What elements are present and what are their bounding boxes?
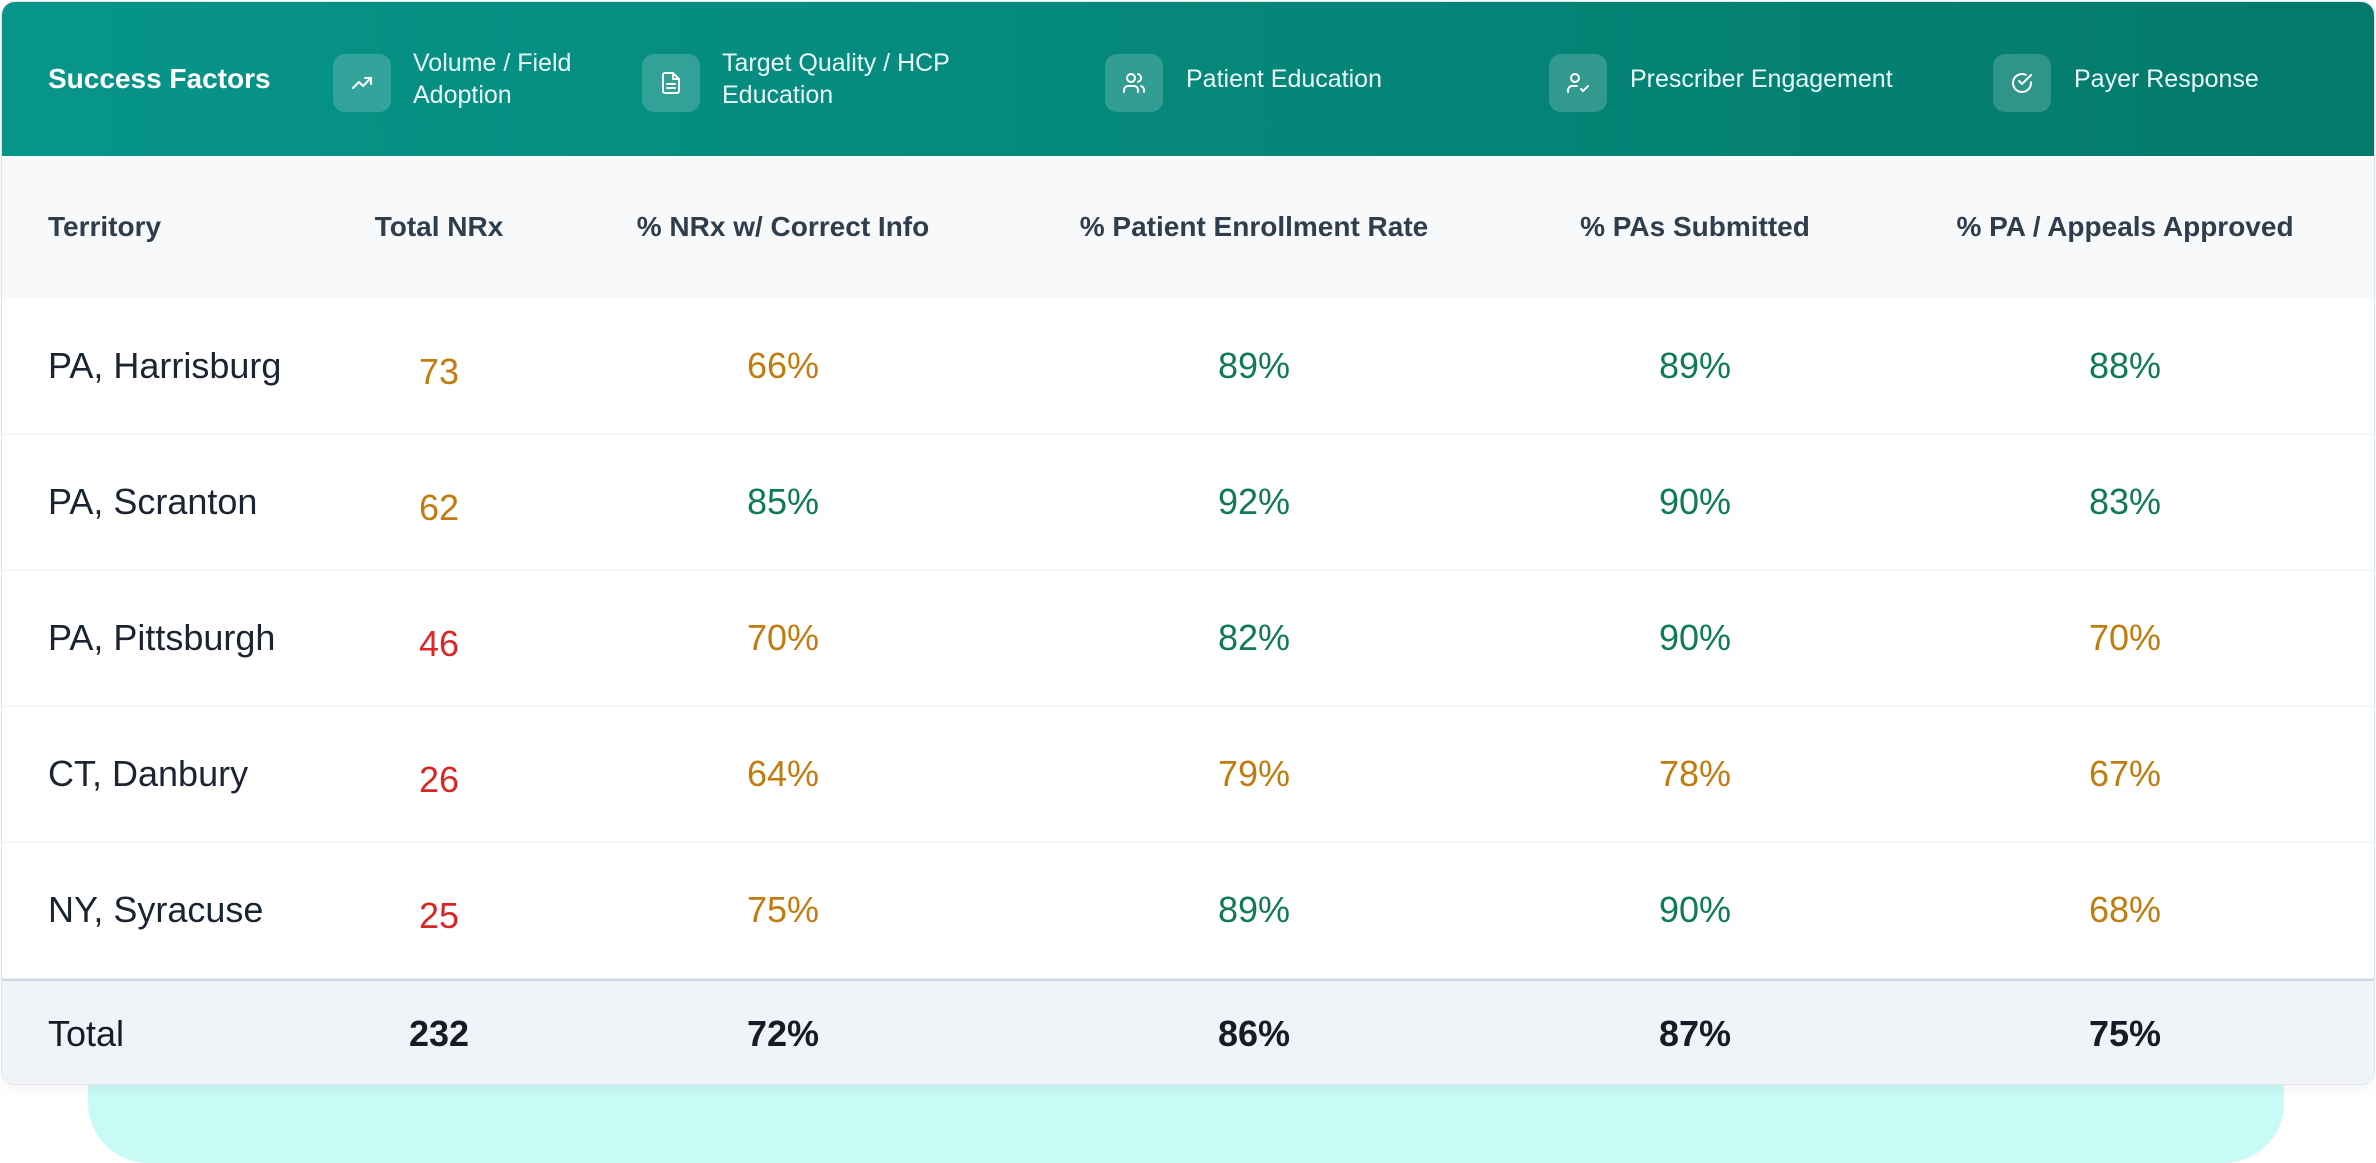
metric-cell: 70% <box>746 617 820 658</box>
metric-cell: 64% <box>746 753 820 794</box>
factor-label: Prescriber Engagement <box>1630 65 1893 93</box>
metric-cell: 79% <box>1217 753 1291 794</box>
metric-cell: 89% <box>1217 345 1291 386</box>
factor-icon <box>1993 54 2051 112</box>
territory-cell: CT, Danbury <box>48 753 249 794</box>
column-header-row <box>2 156 2374 298</box>
table-row <box>2 570 2374 707</box>
column-header: Territory <box>48 211 162 242</box>
column-header: % PA / Appeals Approved <box>1956 211 2294 242</box>
factor-icon <box>333 54 391 112</box>
factor-label: Patient Education <box>1186 65 1382 93</box>
column-header: % Patient Enrollment Rate <box>1079 211 1429 242</box>
metric-cell: 78% <box>1658 753 1732 794</box>
metric-cell: 66% <box>746 345 820 386</box>
column-header: % PAs Submitted <box>1580 211 1810 242</box>
metric-cell: 26 <box>418 759 460 800</box>
factor-icon <box>1105 54 1163 112</box>
territory-cell: PA, Scranton <box>48 481 258 522</box>
table-card: Success Factors Volume / Field Adoption T… <box>1 1 2375 1085</box>
total-cell: 232 <box>408 1012 470 1054</box>
metric-cell: 68% <box>2088 889 2162 930</box>
metric-cell: 89% <box>1658 345 1732 386</box>
metric-cell: 90% <box>1658 481 1732 522</box>
table-row <box>2 706 2374 843</box>
table-row <box>2 434 2374 571</box>
metric-cell: 89% <box>1217 889 1291 930</box>
table-row <box>2 842 2374 979</box>
factor-label: Target Quality / HCP Education <box>722 49 950 109</box>
metric-cell: 73 <box>418 351 460 392</box>
metric-cell: 88% <box>2088 345 2162 386</box>
metric-cell: 83% <box>2088 481 2162 522</box>
metric-cell: 46 <box>418 623 460 664</box>
metric-cell: 92% <box>1217 481 1291 522</box>
territory-cell: PA, Pittsburgh <box>48 617 276 658</box>
territory-cell: PA, Harrisburg <box>48 345 282 386</box>
column-header: % NRx w/ Correct Info <box>636 211 930 242</box>
total-cell: 87% <box>1658 1012 1732 1054</box>
total-row <box>2 978 2374 1084</box>
metric-cell: 90% <box>1658 617 1732 658</box>
total-cell: 75% <box>2088 1012 2162 1054</box>
factor-label: Payer Response <box>2074 65 2259 93</box>
header-band <box>2 2 2374 156</box>
factor-icon <box>1549 54 1607 112</box>
total-cell: 72% <box>746 1012 820 1054</box>
factor-label: Volume / Field Adoption <box>413 49 572 109</box>
total-cell: 86% <box>1217 1012 1291 1054</box>
metric-cell: 25 <box>418 895 460 936</box>
table-row <box>2 298 2374 435</box>
header-title: Success Factors <box>48 63 271 94</box>
metric-cell: 67% <box>2088 753 2162 794</box>
total-label: Total <box>48 1012 125 1054</box>
metric-cell: 82% <box>1217 617 1291 658</box>
metric-cell: 70% <box>2088 617 2162 658</box>
metric-cell: 62 <box>418 487 460 528</box>
metric-cell: 90% <box>1658 889 1732 930</box>
metric-cell: 75% <box>746 889 820 930</box>
column-header: Total NRx <box>374 211 504 242</box>
metric-cell: 85% <box>746 481 820 522</box>
territory-cell: NY, Syracuse <box>48 889 264 930</box>
factor-icon <box>642 54 700 112</box>
